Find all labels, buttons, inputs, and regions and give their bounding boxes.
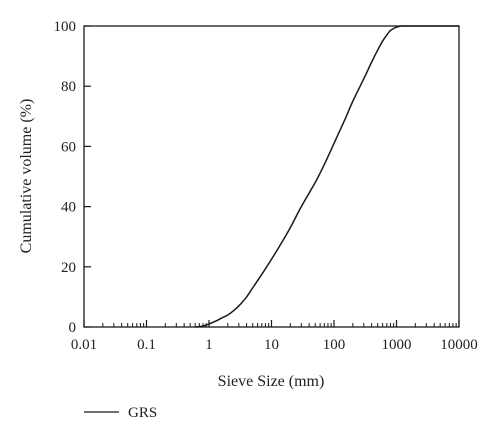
x-axis-label: Sieve Size (mm)	[218, 373, 325, 390]
x-tick-label: 1000	[382, 337, 412, 353]
x-tick-label: 1	[205, 337, 213, 353]
x-tick-label: 100	[323, 337, 346, 353]
x-minor-ticks	[102, 323, 457, 327]
series-layer	[195, 25, 459, 328]
x-tick-label: 0.01	[71, 337, 97, 353]
x-ticks: 0.01 0.1 1 10 100 1000 10000	[71, 320, 478, 353]
y-ticks: 0 20 40 60 80 100	[54, 19, 91, 336]
x-tick-label: 0.1	[137, 337, 156, 353]
y-axis-label: Cumulative volume (%)	[18, 99, 35, 254]
plot-frame	[83, 25, 460, 328]
x-tick-label: 10	[264, 337, 279, 353]
y-tick-label: 0	[69, 320, 77, 336]
y-tick-label: 100	[54, 19, 77, 35]
series-line-grs	[195, 25, 459, 328]
legend-label-grs: GRS	[128, 405, 157, 421]
legend: GRS	[84, 405, 157, 421]
y-tick-label: 40	[61, 200, 76, 216]
y-tick-label: 60	[61, 139, 76, 155]
x-tick-label: 10000	[440, 337, 478, 353]
y-tick-label: 80	[61, 79, 76, 95]
y-tick-label: 20	[61, 260, 76, 276]
